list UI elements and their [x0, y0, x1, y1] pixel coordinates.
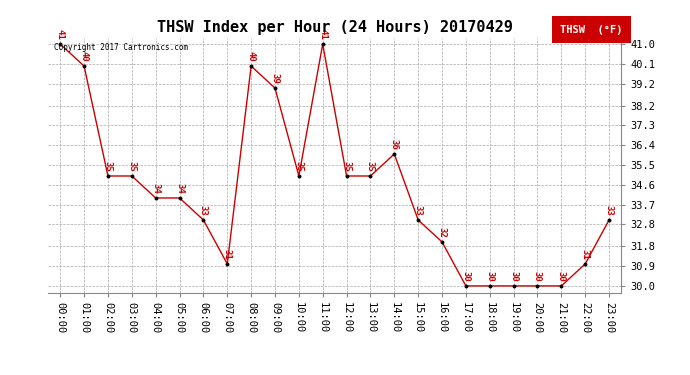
Point — [388, 151, 400, 157]
Point — [150, 195, 161, 201]
Point — [198, 217, 209, 223]
Text: 35: 35 — [342, 161, 351, 172]
Point — [293, 173, 304, 179]
Text: 35: 35 — [128, 161, 137, 172]
Text: 33: 33 — [604, 205, 613, 216]
Text: 41: 41 — [56, 29, 65, 40]
Point — [532, 283, 543, 289]
Point — [221, 261, 233, 267]
Point — [580, 261, 591, 267]
Point — [508, 283, 519, 289]
Text: 35: 35 — [295, 161, 304, 172]
Text: 35: 35 — [366, 161, 375, 172]
Title: THSW Index per Hour (24 Hours) 20170429: THSW Index per Hour (24 Hours) 20170429 — [157, 20, 513, 35]
Text: 30: 30 — [533, 271, 542, 282]
Text: 33: 33 — [414, 205, 423, 216]
Point — [79, 63, 90, 69]
Text: Copyright 2017 Cartronics.com: Copyright 2017 Cartronics.com — [54, 43, 188, 52]
Point — [270, 85, 281, 91]
Point — [604, 217, 615, 223]
Point — [317, 41, 328, 47]
Point — [102, 173, 113, 179]
Point — [413, 217, 424, 223]
Text: 36: 36 — [390, 139, 399, 150]
Point — [460, 283, 471, 289]
Point — [55, 41, 66, 47]
Text: 34: 34 — [151, 183, 160, 194]
Text: 32: 32 — [437, 227, 446, 238]
Text: 40: 40 — [79, 51, 88, 62]
Point — [341, 173, 352, 179]
Text: 31: 31 — [581, 249, 590, 260]
Text: 34: 34 — [175, 183, 184, 194]
Text: 30: 30 — [557, 271, 566, 282]
Text: THSW  (°F): THSW (°F) — [560, 25, 623, 34]
Point — [484, 283, 495, 289]
Text: 31: 31 — [223, 249, 232, 260]
Text: 40: 40 — [246, 51, 255, 62]
Point — [174, 195, 185, 201]
Point — [365, 173, 376, 179]
Text: 30: 30 — [485, 271, 494, 282]
Text: 33: 33 — [199, 205, 208, 216]
Point — [437, 239, 448, 245]
Point — [126, 173, 137, 179]
Text: 30: 30 — [509, 271, 518, 282]
Text: 30: 30 — [462, 271, 471, 282]
Point — [556, 283, 567, 289]
Point — [246, 63, 257, 69]
Text: 39: 39 — [270, 73, 279, 84]
Text: 35: 35 — [104, 161, 112, 172]
Text: 41: 41 — [318, 29, 327, 40]
